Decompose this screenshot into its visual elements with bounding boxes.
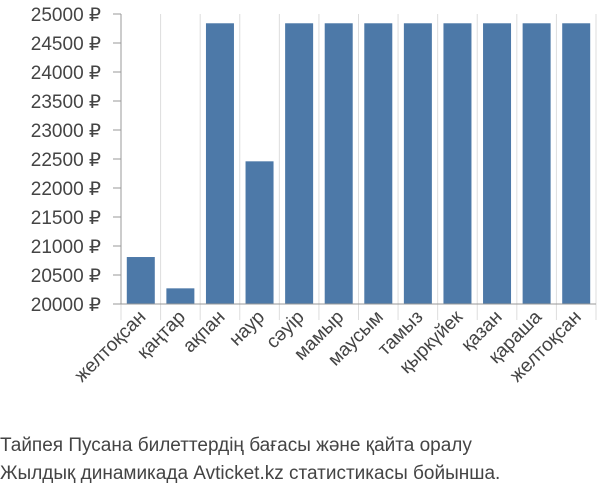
y-tick-label: 21000 ₽ <box>31 237 101 258</box>
bar <box>364 23 393 305</box>
y-tick-label: 24500 ₽ <box>31 34 101 55</box>
bar <box>403 23 432 305</box>
y-tick-label: 20500 ₽ <box>31 266 101 287</box>
caption-line-1: Тайпея Пусана билеттердің бағасы және қа… <box>0 435 472 456</box>
bar <box>285 23 314 305</box>
y-tick-label: 20000 ₽ <box>31 295 101 316</box>
bar <box>443 23 472 305</box>
bar <box>562 23 591 305</box>
y-tick-label: 21500 ₽ <box>31 208 101 229</box>
bar-chart: 20000 ₽ 20500 ₽ 21000 ₽ 21500 ₽ 22000 ₽ 22500… <box>31 5 597 386</box>
bar <box>324 23 353 305</box>
bar <box>483 23 512 305</box>
y-tick-label: 23500 ₽ <box>31 92 101 113</box>
y-tick-label: 24000 ₽ <box>31 63 101 84</box>
bar <box>245 161 274 304</box>
x-tick-label: наур <box>225 307 269 351</box>
bar <box>126 257 155 304</box>
y-tick-label: 22500 ₽ <box>31 150 101 171</box>
y-tick-label: 22000 ₽ <box>31 179 101 200</box>
y-tick-label: 25000 ₽ <box>31 5 101 26</box>
bar <box>522 23 551 305</box>
y-tick-label: 23000 ₽ <box>31 121 101 142</box>
x-tick-label: ақпан <box>179 307 229 357</box>
bar <box>166 288 195 304</box>
chart-caption: Тайпея Пусана билеттердің бағасы және қа… <box>0 432 600 488</box>
caption-line-2: Жылдық динамикада Avticket.kz статистика… <box>0 463 501 484</box>
bar <box>205 23 234 305</box>
